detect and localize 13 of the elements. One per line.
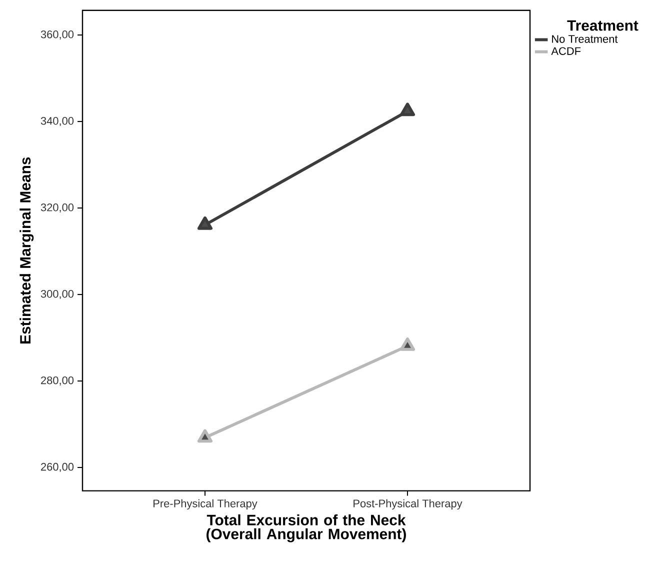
legend-label: No Treatment bbox=[552, 35, 618, 43]
y-axis-title: Estimated Marginal Means bbox=[20, 157, 34, 344]
y-tick-label: 280,00 bbox=[41, 376, 74, 386]
y-tick-label: 340,00 bbox=[40, 117, 74, 126]
y-tick-label: 300,00 bbox=[40, 290, 74, 300]
y-tick-label: 320,00 bbox=[40, 203, 74, 213]
y-tick-label: 360,00 bbox=[40, 30, 74, 40]
legend-label: ACDF bbox=[551, 47, 581, 55]
x-tick-label: Pre-Physical Therapy bbox=[154, 499, 258, 510]
x-axis-title: Total Excursion of the Neck (Overall Angular Movement) bbox=[206, 514, 406, 542]
x-tick-label: Post-Physical Therapy bbox=[354, 499, 462, 510]
y-tick-label: 260,00 bbox=[41, 462, 74, 472]
legend-title: Treatment bbox=[567, 20, 638, 31]
